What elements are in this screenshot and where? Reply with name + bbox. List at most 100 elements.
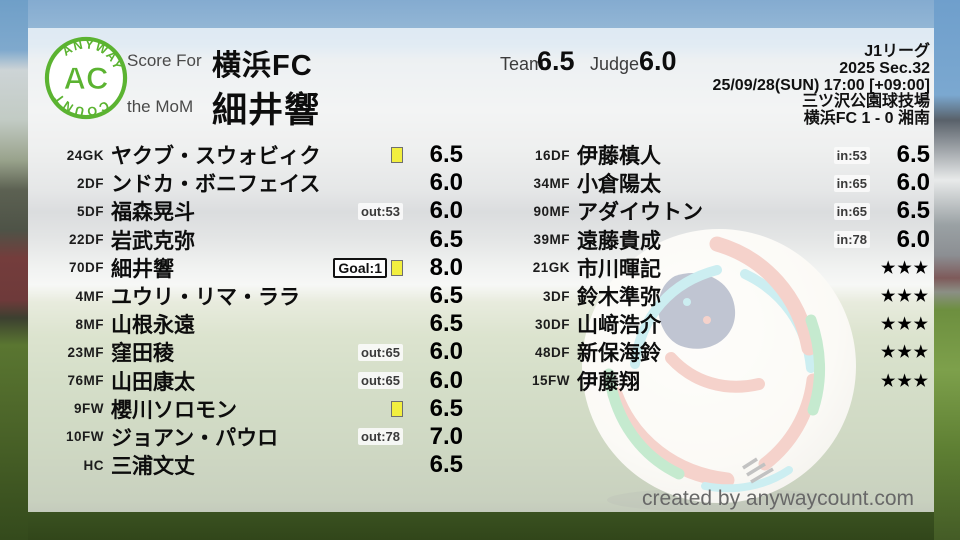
team-score-value: 6.5 [537,46,575,76]
player-score: 6.5 [429,141,463,169]
player-score: ★★★ [880,344,930,362]
substitution-badge: in:78 [833,231,870,249]
match-result: 横浜FC 1 - 0 湘南 [803,110,930,128]
player-score: 6.5 [896,197,930,225]
player-name: 三浦文丈 [111,455,195,479]
player-score: 6.0 [429,366,463,394]
player-row: 4MF ユウリ・リマ・ララ 6.5 [20,282,463,310]
player-number-position: 5DF [76,203,104,219]
player-name: 伊藤翔 [577,370,640,394]
season-section: 2025 Sec.32 [839,59,930,77]
player-row: 21GK 市川暉記 ★★★ [492,254,930,282]
player-number-position: 4MF [75,288,104,304]
substitution-badge: out:65 [358,343,403,361]
player-number-position: 23MF [67,344,104,360]
player-number-position: 48DF [534,344,570,360]
player-score: 6.0 [896,169,930,197]
logo-ac: AC [64,61,109,96]
player-name: アダイウトン [577,201,703,225]
substitution-badge: in:53 [833,146,870,164]
player-number-position: 3DF [542,288,570,304]
player-number-position: 15FW [531,373,570,389]
anywaycount-logo: ANYWAY COUNT AC [44,36,128,120]
player-score: ★★★ [880,372,930,390]
player-row: 16DF 伊藤槙人 in:53 6.5 [492,141,930,169]
player-number-position: 2DF [76,175,104,191]
player-score: 6.0 [896,225,930,253]
player-number-position: 8MF [75,316,104,332]
player-name: ユウリ・リマ・ララ [111,286,300,310]
player-name: 伊藤槙人 [577,145,661,169]
player-name: 山﨑浩介 [577,314,661,338]
yellow-card-icon [391,259,403,276]
player-number-position: 34MF [533,175,570,191]
player-number-position: HC [83,457,104,473]
substitution-badge: out:53 [358,202,403,220]
goal-badge: Goal:1 [333,257,387,278]
player-number-position: 90MF [533,203,570,219]
player-number-position: 9FW [73,401,104,417]
player-row: 10FW ジョアン・パウロ out:78 7.0 [20,423,463,451]
substitution-badge: out:65 [358,372,403,390]
player-score: 6.5 [429,282,463,310]
player-number-position: 30DF [534,316,570,332]
player-name: 岩武克弥 [111,229,195,253]
player-number-position: 21GK [532,260,570,276]
team-score-label: Team [500,54,545,74]
player-score: 6.0 [429,169,463,197]
player-score: 6.0 [429,197,463,225]
player-row: 5DF 福森晃斗 out:53 6.0 [20,197,463,225]
player-name: 小倉陽太 [577,173,661,197]
player-name: 新保海鈴 [577,342,661,366]
player-number-position: 10FW [65,429,104,445]
league-name: J1リーグ [864,43,930,60]
player-name: 市川暉記 [577,257,661,281]
player-number-position: 76MF [67,373,104,389]
player-row: 3DF 鈴木準弥 ★★★ [492,282,930,310]
player-score: ★★★ [880,259,930,277]
judge-score-value: 6.0 [639,46,677,76]
player-score: 6.0 [429,338,463,366]
player-row: 15FW 伊藤翔 ★★★ [492,367,930,395]
player-score: 7.0 [429,422,463,450]
judge-score-label: Judge [590,54,640,74]
substitution-badge: out:78 [358,428,403,446]
yellow-card-icon [391,147,403,164]
player-score: 6.5 [429,225,463,253]
score-card-panel [28,28,934,512]
player-name: 福森晃斗 [111,201,195,225]
player-score: 6.5 [429,451,463,479]
background-left-strip [0,0,28,540]
player-score: 6.5 [429,394,463,422]
substitution-badge: in:65 [833,174,870,192]
player-row: 34MF 小倉陽太 in:65 6.0 [492,169,930,197]
player-number-position: 16DF [534,147,570,163]
player-number-position: 24GK [66,147,104,163]
yellow-card-icon [391,400,403,417]
player-number-position: 70DF [68,260,104,276]
player-name: 遠藤貴成 [577,229,661,253]
player-score: 8.0 [429,253,463,281]
team-name: 横浜FC [212,50,313,82]
player-row: 39MF 遠藤貴成 in:78 6.0 [492,226,930,254]
venue-name: 三ツ沢公園球技場 [801,93,930,111]
subs-column: 16DF 伊藤槙人 in:53 6.5 34MF 小倉陽太 in:65 6.0 [492,141,930,395]
player-score: ★★★ [880,316,930,334]
player-name: 山田康太 [111,370,195,394]
player-number-position: 39MF [533,232,570,248]
player-row: 70DF 細井響 Goal:1 8.0 [20,254,463,282]
player-name: ジョアン・パウロ [111,426,279,450]
player-row: 48DF 新保海鈴 ★★★ [492,338,930,366]
player-row: 9FW 櫻川ソロモン 6.5 [20,395,463,423]
player-name: 細井響 [111,257,174,281]
kickoff-datetime: 25/09/28(SUN) 17:00 [+09:00] [712,76,930,94]
player-row: 22DF 岩武克弥 6.5 [20,226,463,254]
background-right-strip [934,0,960,540]
player-name: 鈴木準弥 [577,286,661,310]
player-name: ヤクブ・スウォビィク [111,145,321,169]
player-number-position: 22DF [68,232,104,248]
player-row: 90MF アダイウトン in:65 6.5 [492,197,930,225]
player-name: 櫻川ソロモン [111,398,237,422]
player-score: ★★★ [880,288,930,306]
player-row: 30DF 山﨑浩介 ★★★ [492,310,930,338]
